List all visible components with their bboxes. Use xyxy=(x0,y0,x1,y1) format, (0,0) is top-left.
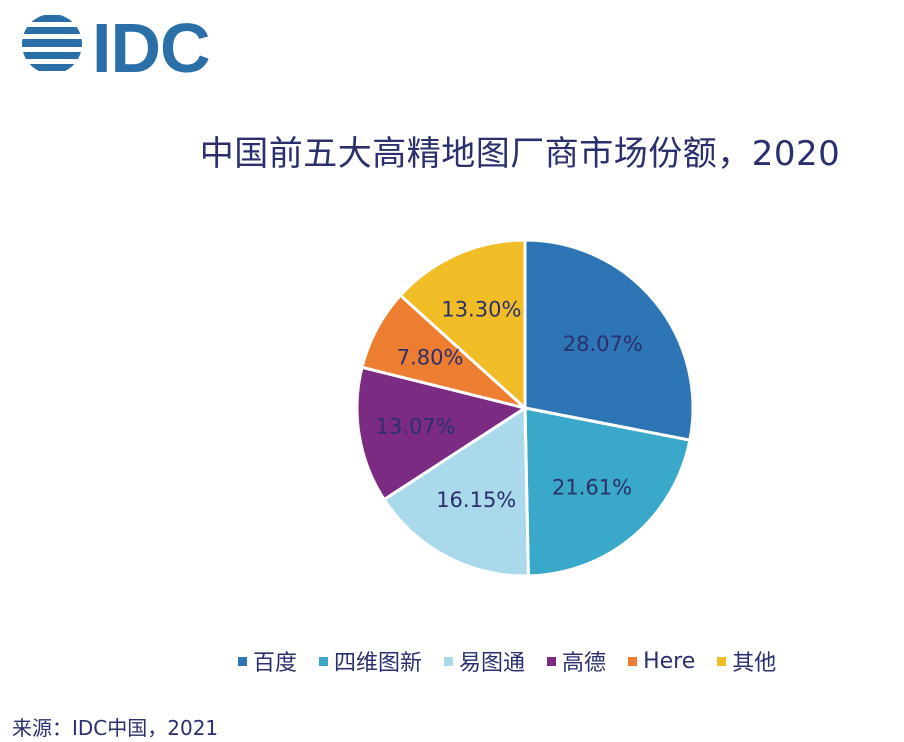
legend-item: 高德 xyxy=(547,645,606,677)
legend-swatch xyxy=(547,656,557,666)
legend-swatch xyxy=(717,656,727,666)
pie-slice-3 xyxy=(355,365,527,502)
pie-slice-label-2: 16.15% xyxy=(436,488,516,512)
legend-label: 其他 xyxy=(732,651,777,676)
legend-label: Here xyxy=(643,648,696,674)
legend-swatch xyxy=(319,656,329,666)
legend-label: 百度 xyxy=(253,651,298,676)
pie-slice-2 xyxy=(382,406,530,578)
legend-item: 易图通 xyxy=(444,645,525,677)
globe-icon xyxy=(22,15,82,71)
legend-label: 高德 xyxy=(562,651,607,676)
legend-swatch xyxy=(628,656,638,666)
legend: 百度 四维图新 易图通 高德 Here 其他 xyxy=(238,644,776,678)
pie-slices xyxy=(355,238,695,578)
pie-slice-labels: 28.07% 21.61% 16.15% 13.07% 7.80% 13.30% xyxy=(376,298,643,512)
source-note: 来源：IDC中国，2021 xyxy=(12,716,219,740)
chart-title: 中国前五大高精地图厂商市场份额，2020 xyxy=(199,134,841,174)
legend-item: 百度 xyxy=(238,645,297,677)
legend-swatch xyxy=(238,656,247,666)
legend-label: 四维图新 xyxy=(334,651,423,676)
pie-slice-5 xyxy=(398,238,527,410)
pie-slice-label-0: 28.07% xyxy=(563,332,643,356)
pie-slice-label-3: 13.07% xyxy=(376,414,456,438)
idc-logo: IDC xyxy=(22,9,211,86)
pie-slice-1 xyxy=(523,406,692,578)
legend-label: 易图通 xyxy=(459,651,526,676)
legend-swatch xyxy=(444,656,454,666)
logo-text: IDC xyxy=(92,9,210,86)
legend-item: Here xyxy=(628,649,695,674)
pie-slice-label-4: 7.80% xyxy=(397,345,464,369)
pie-slice-label-5: 13.30% xyxy=(441,298,521,322)
pie-slice-label-1: 21.61% xyxy=(552,476,632,500)
pie-slice-0 xyxy=(523,238,695,442)
legend-item: 其他 xyxy=(717,645,776,677)
legend-item: 四维图新 xyxy=(319,645,422,677)
